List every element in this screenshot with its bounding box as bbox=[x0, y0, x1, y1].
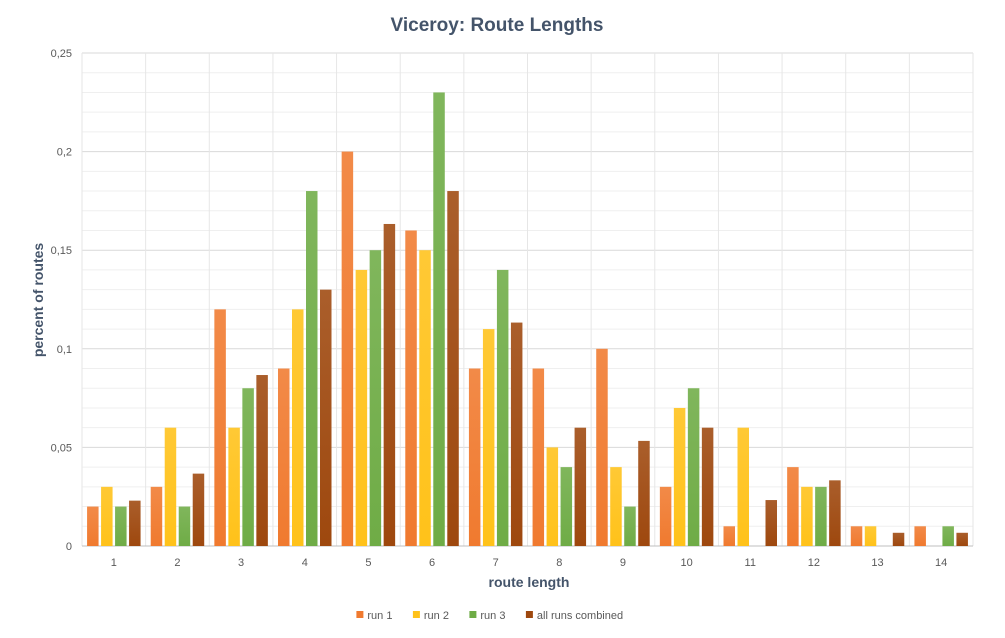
bar-run-1-11 bbox=[723, 526, 735, 546]
x-tick-label: 11 bbox=[745, 557, 756, 569]
x-tick-label: 2 bbox=[174, 557, 180, 569]
bar-run-1-8 bbox=[532, 368, 545, 546]
bar-all-runs-combined-10 bbox=[701, 427, 714, 546]
bar-run-2-13 bbox=[864, 526, 877, 546]
y-tick-label: 0 bbox=[66, 541, 72, 553]
legend-label: all runs combined bbox=[537, 610, 623, 622]
bar-run-1-14 bbox=[914, 526, 926, 546]
bar-run-3-14 bbox=[942, 526, 954, 546]
bar-run-1-12 bbox=[787, 467, 799, 546]
bar-all-runs-combined-8 bbox=[574, 427, 587, 546]
bar-run-1-3 bbox=[214, 309, 226, 546]
y-tick-label: 0,2 bbox=[57, 147, 72, 159]
y-tick-label: 0,05 bbox=[51, 442, 72, 454]
legend-label: run 2 bbox=[424, 610, 449, 622]
bar-run-2-4 bbox=[292, 309, 304, 546]
legend-swatch bbox=[525, 611, 533, 618]
bar-run-1-4 bbox=[278, 368, 290, 546]
bar-all-runs-combined-13 bbox=[892, 532, 905, 546]
x-tick-label: 7 bbox=[493, 557, 499, 569]
bar-all-runs-combined-14 bbox=[956, 532, 968, 546]
bar-run-1-2 bbox=[150, 486, 163, 546]
bar-run-2-2 bbox=[164, 427, 177, 546]
x-tick-label: 6 bbox=[429, 557, 435, 569]
bar-all-runs-combined-2 bbox=[192, 473, 205, 546]
chart-title: Viceroy: Route Lengths bbox=[391, 15, 604, 36]
bar-run-2-10 bbox=[673, 407, 686, 546]
y-tick-label: 0,15 bbox=[51, 245, 72, 257]
bar-run-1-9 bbox=[596, 348, 608, 546]
legend-label: run 3 bbox=[480, 610, 505, 622]
x-tick-label: 14 bbox=[935, 557, 947, 569]
bar-run-1-13 bbox=[850, 526, 863, 546]
legend-swatch bbox=[412, 611, 420, 618]
legend: run 1 run 2 run 3 all runs combined bbox=[356, 610, 623, 622]
bar-run-1-1 bbox=[87, 506, 99, 546]
bar-run-2-8 bbox=[546, 447, 559, 546]
bar-run-3-4 bbox=[306, 191, 318, 547]
x-axis-title: route length bbox=[489, 574, 570, 590]
bar-all-runs-combined-11 bbox=[765, 500, 777, 546]
x-tick-label: 4 bbox=[302, 557, 308, 569]
bar-all-runs-combined-7 bbox=[510, 322, 523, 546]
bar-run-1-7 bbox=[468, 368, 481, 546]
bar-run-1-6 bbox=[405, 230, 417, 547]
x-tick-label: 9 bbox=[620, 557, 626, 569]
x-tick-label: 10 bbox=[680, 557, 692, 569]
bar-run-3-3 bbox=[242, 388, 254, 546]
legend-label: run 1 bbox=[367, 610, 392, 622]
bar-run-3-5 bbox=[369, 250, 382, 546]
bar-run-1-5 bbox=[341, 151, 354, 546]
bars bbox=[87, 92, 968, 547]
x-tick-label: 13 bbox=[871, 557, 883, 569]
legend-swatch bbox=[356, 611, 364, 618]
bar-all-runs-combined-3 bbox=[256, 375, 268, 546]
x-tick-label: 5 bbox=[365, 557, 371, 569]
bar-run-3-9 bbox=[624, 506, 636, 546]
bar-run-2-3 bbox=[228, 427, 240, 546]
x-tick-label: 8 bbox=[556, 557, 562, 569]
bar-run-2-12 bbox=[801, 486, 813, 546]
legend-swatch bbox=[469, 611, 477, 618]
bar-run-3-7 bbox=[496, 269, 509, 546]
bar-all-runs-combined-4 bbox=[320, 289, 332, 546]
x-tick-label: 3 bbox=[238, 557, 244, 569]
bar-run-1-10 bbox=[659, 486, 672, 546]
bar-run-2-1 bbox=[101, 486, 113, 546]
bar-run-3-6 bbox=[433, 92, 445, 546]
bar-all-runs-combined-9 bbox=[638, 440, 650, 546]
bar-all-runs-combined-5 bbox=[383, 223, 396, 546]
bar-run-3-2 bbox=[178, 506, 191, 546]
bar-all-runs-combined-12 bbox=[829, 480, 841, 546]
bar-run-3-8 bbox=[560, 467, 573, 546]
y-axis-ticks: 0 0,05 0,1 0,15 0,2 0,25 bbox=[51, 48, 72, 553]
bar-run-2-7 bbox=[482, 329, 495, 546]
bar-run-2-11 bbox=[737, 427, 749, 546]
x-tick-label: 1 bbox=[111, 557, 117, 569]
y-tick-label: 0,1 bbox=[57, 344, 72, 356]
bar-run-3-1 bbox=[115, 506, 127, 546]
bar-run-2-5 bbox=[355, 269, 368, 546]
x-tick-label: 12 bbox=[808, 557, 820, 569]
bar-run-2-9 bbox=[610, 467, 622, 546]
bar-all-runs-combined-1 bbox=[129, 500, 141, 546]
bar-run-2-6 bbox=[419, 250, 431, 546]
y-tick-label: 0,25 bbox=[51, 48, 72, 60]
bar-run-3-12 bbox=[815, 486, 827, 546]
bar-run-3-10 bbox=[687, 388, 700, 546]
x-axis-ticks: 1 2 3 4 5 6 7 8 9 10 11 12 13 14 bbox=[111, 557, 948, 569]
y-axis-title: percent of routes bbox=[30, 243, 46, 358]
bar-all-runs-combined-6 bbox=[447, 191, 459, 547]
